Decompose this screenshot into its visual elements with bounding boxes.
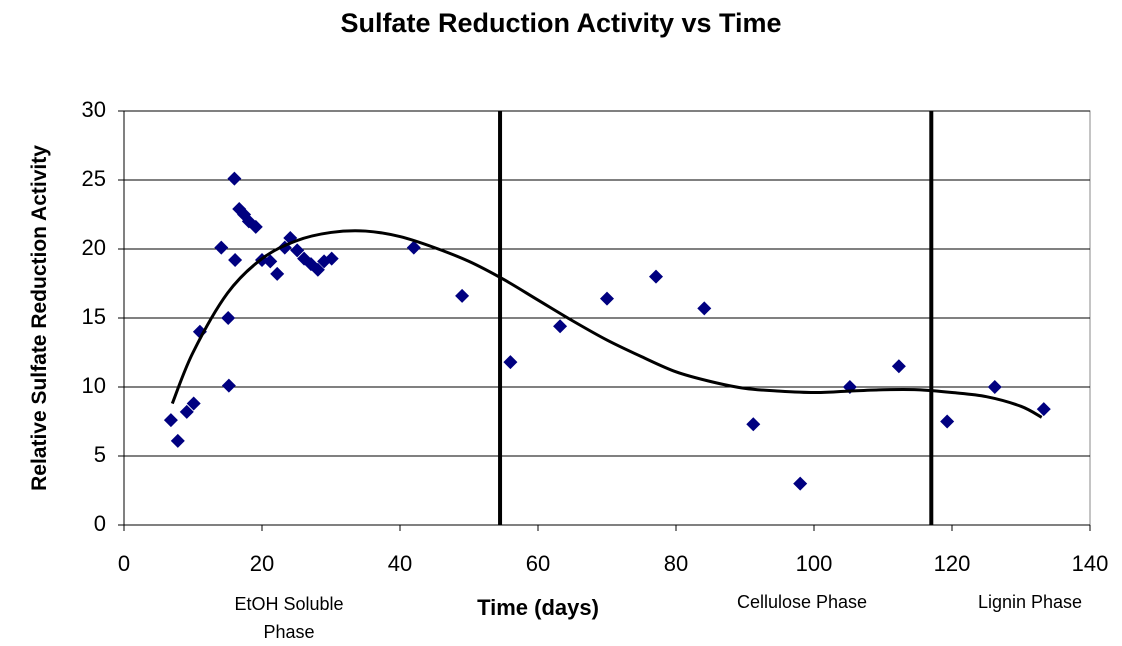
phase-label: Cellulose Phase <box>736 592 868 612</box>
data-point <box>503 355 518 370</box>
data-point <box>793 476 808 491</box>
data-point <box>228 253 243 268</box>
data-point <box>248 219 263 234</box>
data-point <box>553 319 568 334</box>
x-tick-label: 60 <box>526 551 550 576</box>
y-tick-label: 25 <box>82 166 106 191</box>
data-point <box>214 240 229 255</box>
trend-line <box>170 229 1043 419</box>
chart-title: Sulfate Reduction Activity vs Time <box>340 8 782 38</box>
data-point <box>455 288 470 303</box>
data-point <box>324 251 339 266</box>
data-point <box>1036 402 1051 417</box>
x-tick-label: 0 <box>118 551 130 576</box>
data-point <box>221 378 236 393</box>
y-tick-label: 30 <box>82 97 106 122</box>
phase-label: Lignin Phase <box>977 592 1083 612</box>
data-point <box>310 262 325 277</box>
x-tick-label: 40 <box>388 551 412 576</box>
y-tick-label: 15 <box>82 304 106 329</box>
x-tick-label: 120 <box>934 551 971 576</box>
data-point <box>221 311 236 325</box>
y-tick-label: 20 <box>82 235 106 260</box>
x-tick-label: 140 <box>1072 551 1109 576</box>
data-point <box>600 291 614 306</box>
data-point <box>648 269 663 284</box>
x-axis-label: Time (days) <box>477 595 599 620</box>
data-point <box>263 254 278 269</box>
data-point <box>987 380 1002 394</box>
data-point <box>179 404 194 419</box>
data-point <box>406 240 421 255</box>
data-point <box>940 414 955 429</box>
y-tick-label: 5 <box>94 442 106 467</box>
data-point <box>186 396 201 411</box>
data-point <box>227 171 242 186</box>
data-point <box>697 301 712 316</box>
data-point <box>290 243 305 258</box>
phase-label: EtOH Soluble Phase <box>234 594 344 642</box>
y-tick-label: 10 <box>82 373 106 398</box>
x-tick-label: 100 <box>796 551 833 576</box>
x-tick-label: 80 <box>664 551 688 576</box>
y-tick-label: 0 <box>94 511 106 536</box>
data-point <box>163 413 178 428</box>
x-tick-label: 20 <box>250 551 274 576</box>
data-point <box>170 433 185 448</box>
data-point <box>891 359 906 374</box>
data-point <box>270 266 285 281</box>
data-point <box>746 417 761 432</box>
